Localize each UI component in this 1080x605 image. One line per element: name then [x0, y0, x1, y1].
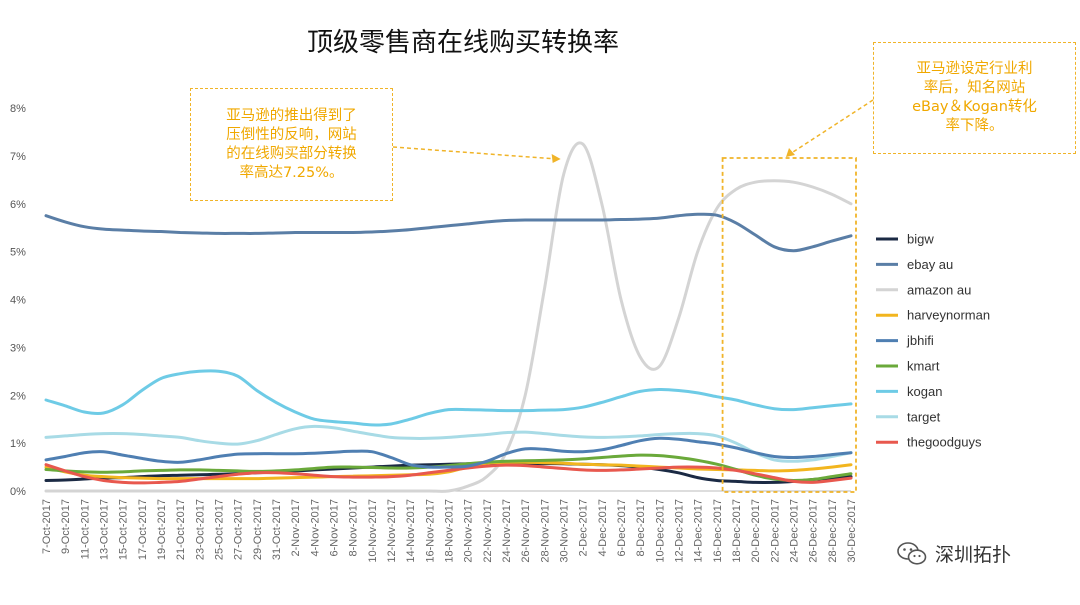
series-line-thegoodguys: [44, 463, 853, 485]
x-tick-label: 28-Dec-2017: [827, 499, 839, 563]
x-tick-label: 21-Oct-2017: [175, 499, 187, 560]
x-tick-label: 10-Nov-2017: [367, 499, 379, 563]
legend-label: target: [907, 409, 941, 424]
annotation-amazon-launch: 亚马逊的推出得到了 压倒性的反响，网站 的在线购买部分转换 率高达7.25%。: [190, 88, 393, 201]
y-tick-label: 3%: [10, 342, 26, 354]
y-tick-label: 0%: [10, 486, 26, 498]
x-tick-label: 26-Nov-2017: [520, 499, 532, 563]
annotation-left-line-3: 的在线购买部分转换: [226, 145, 357, 162]
annotation-left-line-1: 亚马逊的推出得到了: [226, 107, 357, 124]
x-tick-label: 2-Dec-2017: [578, 499, 590, 556]
x-tick-label: 30-Nov-2017: [559, 499, 571, 563]
x-tick-label: 4-Dec-2017: [597, 499, 609, 556]
x-tick-label: 28-Nov-2017: [539, 499, 551, 563]
x-tick-label: 18-Dec-2017: [731, 499, 743, 563]
x-tick-label: 9-Oct-2017: [60, 499, 72, 554]
x-tick-label: 27-Oct-2017: [233, 499, 245, 560]
legend-label: bigw: [907, 232, 934, 247]
x-tick-label: 18-Nov-2017: [444, 499, 456, 563]
annotation-left-line-4: 率高达7.25%。: [239, 164, 344, 181]
x-tick-label: 15-Oct-2017: [118, 499, 130, 560]
legend-label: kogan: [907, 384, 942, 399]
x-tick-label: 22-Dec-2017: [769, 499, 781, 563]
chart-title: 顶级零售商在线购买转换率: [307, 28, 619, 58]
series-line-target: [44, 424, 853, 463]
x-tick-label: 25-Oct-2017: [214, 499, 226, 560]
series-line-amazon-au: [44, 141, 853, 493]
annotation-left-line-2: 压倒性的反响，网站: [226, 126, 357, 143]
watermark-text: 深圳拓扑: [935, 544, 1012, 566]
x-tick-label: 12-Nov-2017: [386, 499, 398, 563]
x-tick-label: 31-Oct-2017: [271, 499, 283, 560]
axes: 0% 1% 2% 3% 4% 5% 6% 7% 8% 7-Oct-2017 9-Oct-2017 11…: [10, 103, 858, 563]
x-tick-label: 14-Dec-2017: [693, 499, 705, 563]
x-tick-label: 6-Nov-2017: [329, 499, 341, 556]
x-tick-label: 19-Oct-2017: [156, 499, 168, 560]
y-tick-label: 6%: [10, 199, 26, 211]
arrowhead: [551, 154, 561, 163]
annotation-left-connector: [392, 146, 557, 160]
legend-label: ebay au: [907, 257, 953, 272]
y-tick-label: 7%: [10, 151, 26, 163]
x-tick-label: 4-Nov-2017: [309, 499, 321, 556]
x-tick-label: 11-Oct-2017: [79, 499, 91, 559]
arrowhead: [786, 148, 795, 157]
legend-label: amazon au: [907, 282, 971, 297]
highlight-region: [721, 157, 857, 493]
series-line-jbhifi: [44, 436, 853, 469]
legend: bigw ebay au amazon au harveynorman jbhifi km…: [876, 232, 990, 450]
x-tick-label: 16-Dec-2017: [712, 499, 724, 563]
legend-label: kmart: [907, 359, 940, 374]
x-tick-label: 7-Oct-2017: [41, 499, 53, 554]
x-tick-label: 17-Oct-2017: [137, 499, 149, 560]
y-tick-label: 4%: [10, 295, 26, 307]
legend-label: harveynorman: [907, 308, 990, 323]
y-tick-label: 5%: [10, 247, 26, 259]
x-tick-label: 13-Oct-2017: [99, 499, 111, 560]
x-tick-label: 12-Dec-2017: [674, 499, 686, 563]
wechat-icon: [897, 541, 927, 565]
annotation-right-connector: [789, 99, 874, 155]
x-tick-label: 20-Nov-2017: [463, 499, 475, 563]
series-layer: [44, 141, 857, 493]
x-tick-label: 6-Dec-2017: [616, 499, 628, 556]
x-tick-label: 22-Nov-2017: [482, 499, 494, 563]
x-tick-label: 29-Oct-2017: [252, 499, 264, 560]
annotation-right-line-3: eBay＆Kogan转化: [912, 99, 1037, 115]
legend-label: thegoodguys: [907, 435, 982, 450]
x-tick-label: 24-Dec-2017: [789, 499, 801, 563]
x-tick-label: 14-Nov-2017: [405, 499, 417, 563]
x-tick-label: 2-Nov-2017: [290, 499, 302, 556]
annotation-right-line-1: 亚马逊设定行业利: [916, 61, 1033, 77]
y-tick-label: 1%: [10, 438, 26, 450]
x-tick-label: 23-Oct-2017: [194, 499, 206, 560]
watermark: 深圳拓扑: [897, 540, 1011, 567]
series-line-kogan: [44, 369, 853, 427]
x-tick-label: 16-Nov-2017: [424, 499, 436, 563]
x-tick-label: 30-Dec-2017: [846, 499, 858, 563]
legend-label: jbhifi: [906, 333, 934, 348]
annotation-connectors: [392, 99, 874, 163]
annotation-right-line-4: 率下降。: [945, 118, 1004, 134]
x-tick-label: 26-Dec-2017: [808, 499, 820, 563]
x-tick-label: 8-Nov-2017: [348, 499, 360, 556]
series-line-ebay-au: [44, 212, 853, 253]
x-tick-label: 8-Dec-2017: [635, 499, 647, 556]
annotation-right-line-2: 率后，知名网站: [923, 80, 1026, 96]
annotation-ebay-kogan-drop: 亚马逊设定行业利 率后，知名网站 eBay＆Kogan转化 率下降。: [873, 42, 1076, 154]
y-tick-label: 2%: [10, 390, 26, 402]
y-tick-label: 8%: [10, 103, 26, 115]
x-tick-label: 20-Dec-2017: [750, 499, 762, 563]
x-tick-label: 24-Nov-2017: [501, 499, 513, 563]
x-tick-label: 10-Dec-2017: [654, 499, 666, 563]
